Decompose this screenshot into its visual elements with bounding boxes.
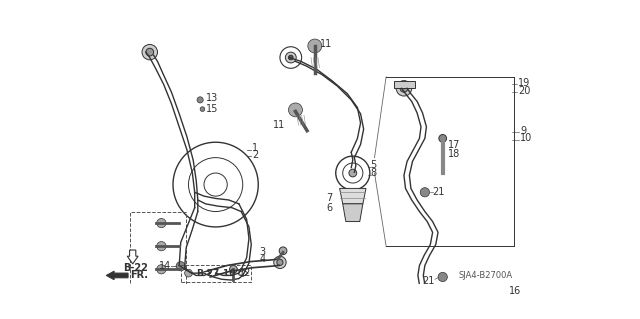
- Circle shape: [279, 247, 287, 255]
- Text: 19: 19: [518, 78, 530, 88]
- Circle shape: [438, 272, 447, 282]
- Bar: [131, 211, 186, 285]
- Text: 10: 10: [520, 133, 532, 143]
- Text: 9: 9: [520, 126, 526, 136]
- Circle shape: [157, 241, 166, 251]
- Polygon shape: [394, 81, 415, 88]
- Text: B-22: B-22: [123, 263, 147, 273]
- Polygon shape: [340, 189, 366, 204]
- Circle shape: [189, 158, 243, 211]
- Circle shape: [289, 103, 303, 117]
- Circle shape: [157, 219, 166, 228]
- Text: 1: 1: [252, 143, 258, 153]
- Text: 17: 17: [448, 139, 461, 150]
- Circle shape: [204, 173, 227, 196]
- Circle shape: [343, 163, 363, 183]
- Circle shape: [280, 47, 301, 68]
- Circle shape: [336, 156, 370, 190]
- Bar: [180, 265, 250, 282]
- Text: 2: 2: [252, 150, 259, 160]
- Circle shape: [274, 256, 286, 269]
- Text: 5: 5: [371, 160, 377, 170]
- Text: 14: 14: [159, 261, 172, 271]
- Text: 16: 16: [509, 286, 522, 296]
- Circle shape: [400, 85, 408, 92]
- Text: 18: 18: [448, 149, 460, 159]
- Circle shape: [498, 288, 507, 297]
- FancyArrow shape: [127, 250, 138, 264]
- Circle shape: [184, 269, 193, 277]
- Circle shape: [289, 55, 293, 60]
- Text: 11: 11: [320, 40, 333, 49]
- Circle shape: [396, 81, 412, 96]
- Circle shape: [200, 107, 205, 111]
- Circle shape: [197, 97, 204, 103]
- Circle shape: [349, 169, 356, 177]
- Circle shape: [439, 135, 447, 142]
- Circle shape: [446, 306, 461, 319]
- Text: 13: 13: [206, 93, 219, 103]
- Circle shape: [420, 188, 429, 197]
- Polygon shape: [444, 314, 463, 319]
- Circle shape: [277, 259, 283, 265]
- Text: 11: 11: [273, 120, 285, 130]
- Circle shape: [450, 310, 458, 318]
- FancyArrow shape: [239, 270, 248, 277]
- Text: 20: 20: [518, 85, 531, 96]
- Text: 4: 4: [260, 254, 266, 264]
- Text: 21: 21: [422, 276, 435, 286]
- Text: 6: 6: [326, 203, 333, 213]
- Text: SJA4-B2700A: SJA4-B2700A: [458, 271, 513, 280]
- Circle shape: [173, 142, 259, 227]
- Text: 8: 8: [371, 168, 377, 178]
- Circle shape: [230, 265, 237, 273]
- Circle shape: [146, 48, 154, 56]
- Text: 15: 15: [206, 104, 219, 114]
- Text: FR.: FR.: [131, 270, 148, 280]
- Polygon shape: [343, 204, 363, 221]
- Text: 7: 7: [326, 193, 333, 204]
- Circle shape: [142, 44, 157, 60]
- Circle shape: [157, 265, 166, 274]
- Text: 21: 21: [433, 187, 445, 197]
- Text: 3: 3: [260, 247, 266, 257]
- Text: B-27-10: B-27-10: [196, 270, 236, 278]
- FancyArrow shape: [106, 271, 128, 280]
- Text: 12: 12: [239, 268, 252, 278]
- Circle shape: [176, 262, 186, 271]
- Circle shape: [285, 52, 296, 63]
- Circle shape: [308, 39, 322, 53]
